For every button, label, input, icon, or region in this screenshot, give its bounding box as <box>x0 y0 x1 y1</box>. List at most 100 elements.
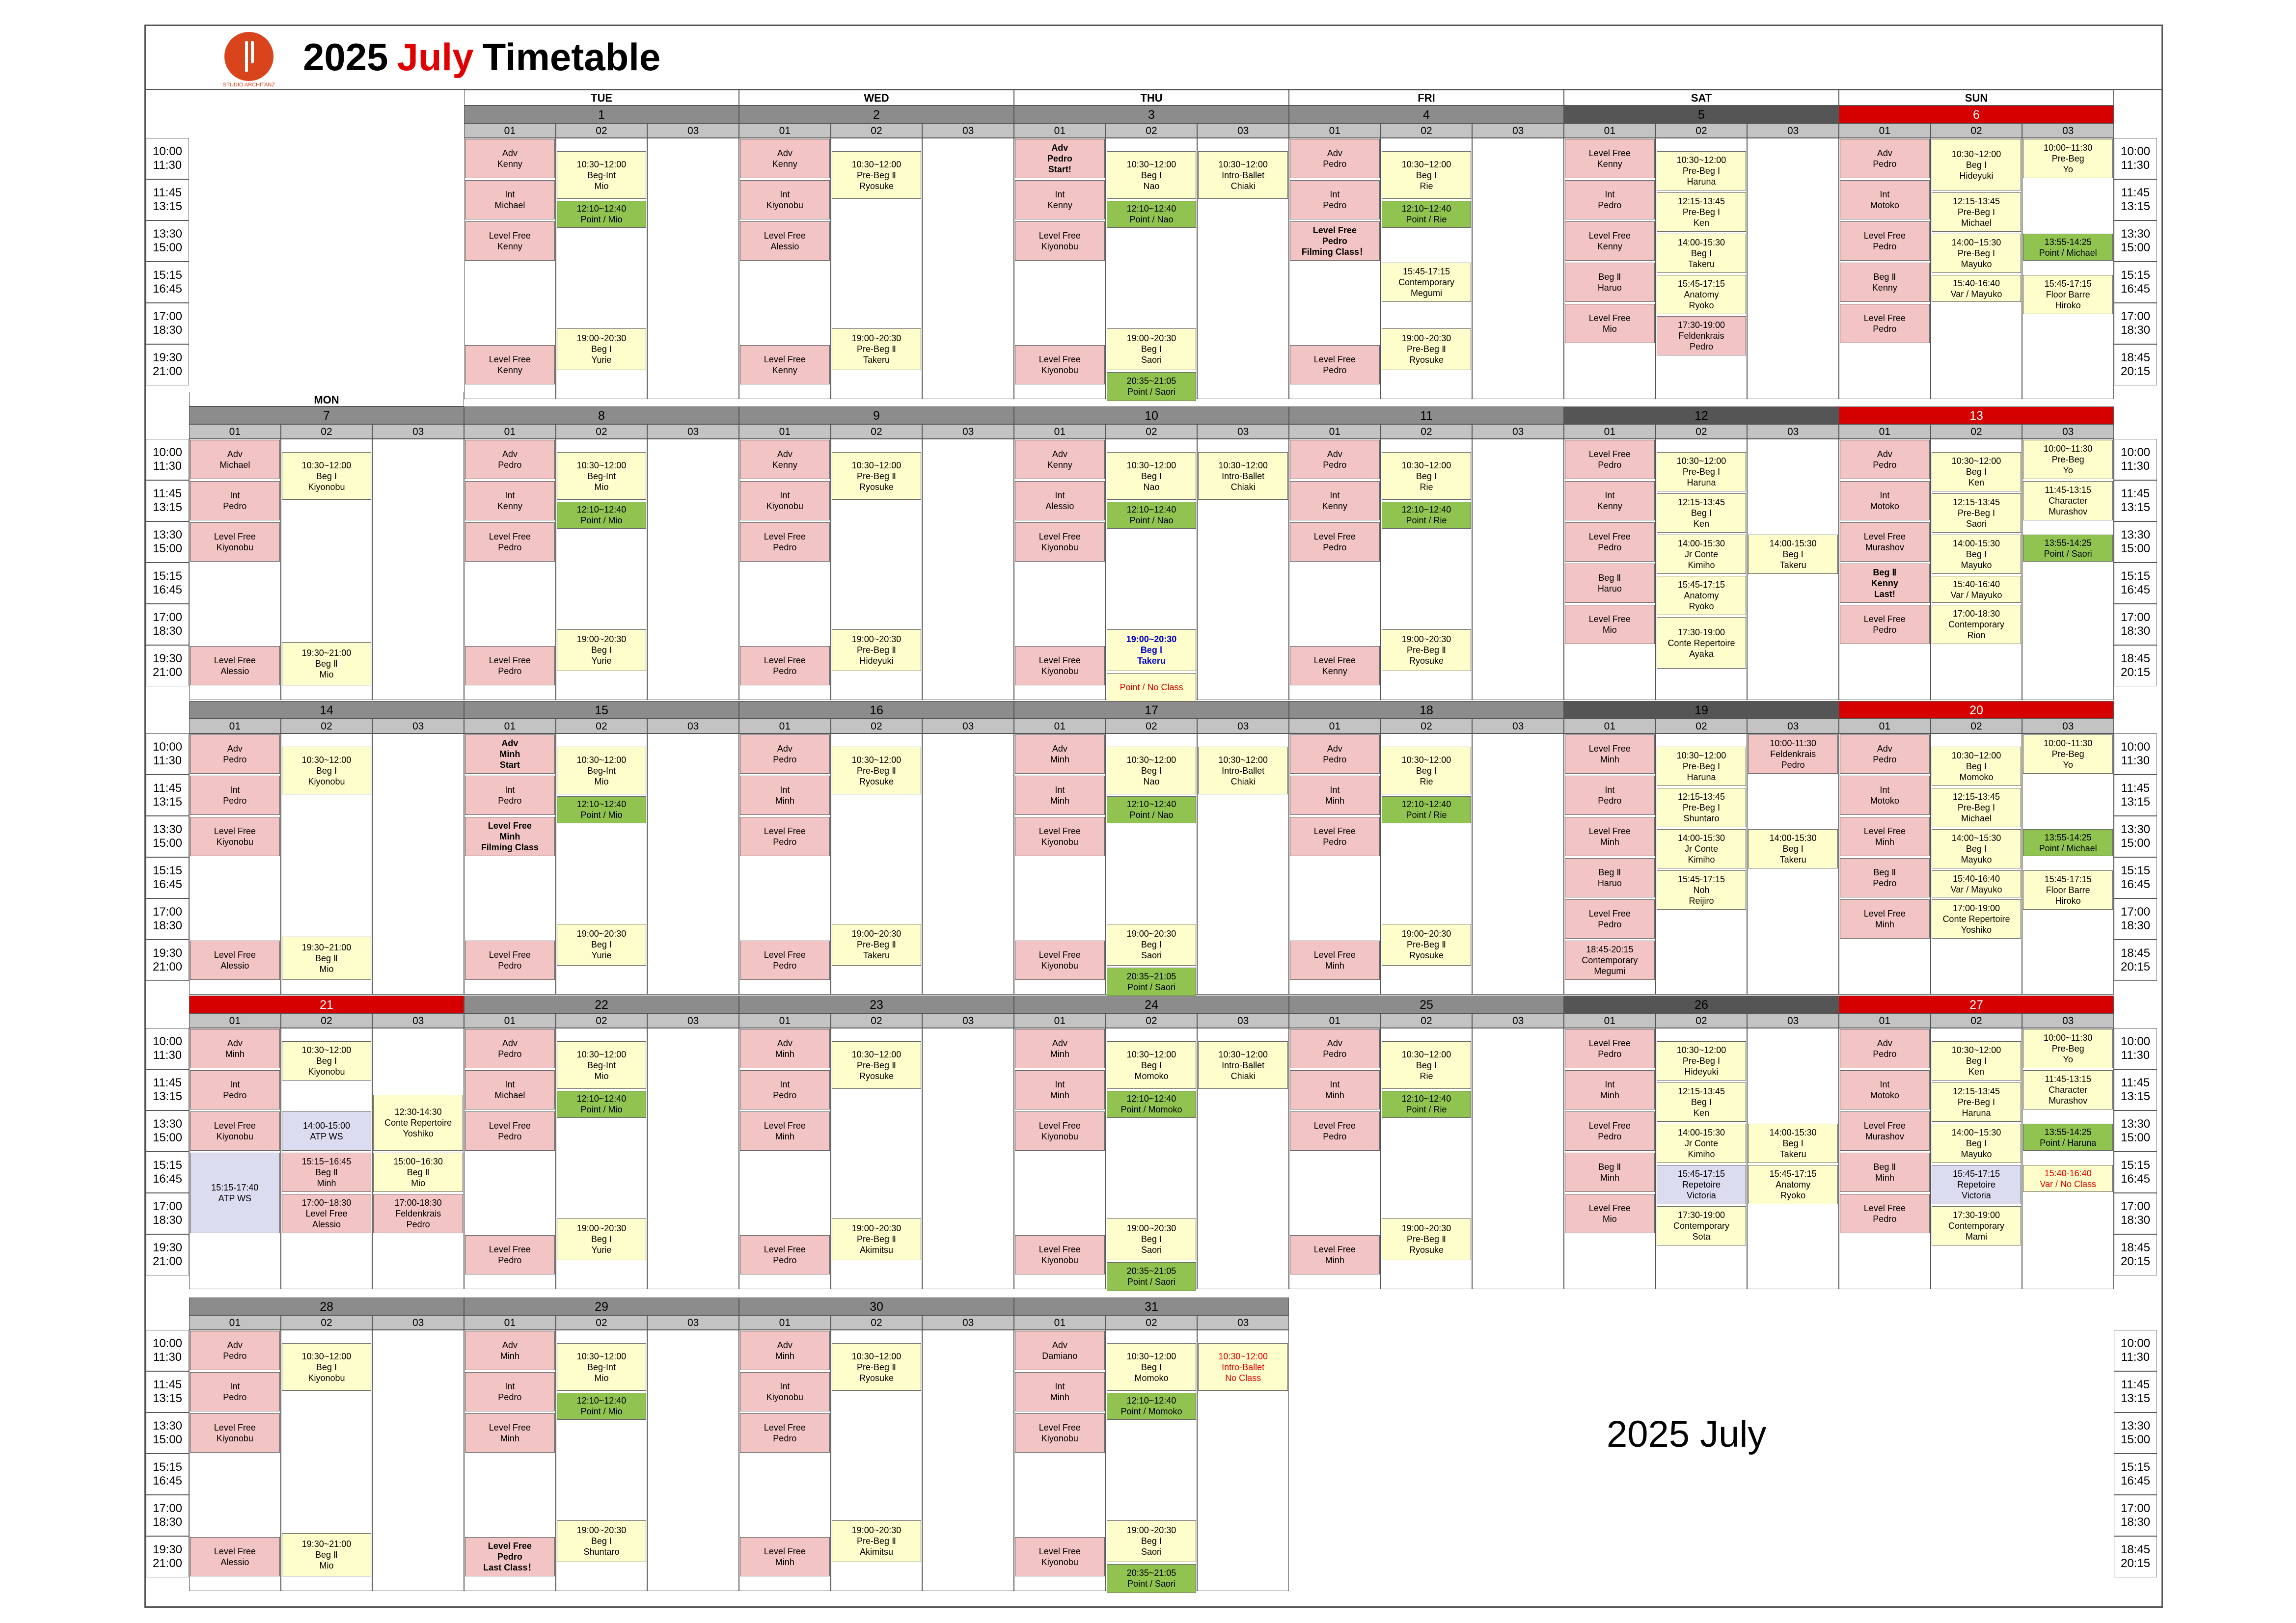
class-cell[interactable]: 17:00-18:30 Feldenkrais Pedro <box>373 1194 463 1233</box>
class-cell[interactable]: Adv Kenny <box>740 139 830 178</box>
class-cell[interactable]: Int Motoko <box>1840 776 1930 815</box>
class-cell[interactable]: Level Free Pedro <box>1840 605 1930 644</box>
class-cell[interactable]: 10:30~12:00 Beg Ⅰ Rie <box>1381 1041 1472 1089</box>
class-cell[interactable]: 20:35~21:05 Point / Saori <box>1106 372 1197 401</box>
class-cell[interactable]: Int Kenny <box>1015 180 1105 219</box>
class-cell[interactable]: 12:15-13:45 Pre-Beg Ⅰ Michael <box>1931 192 2022 232</box>
class-cell[interactable]: 18:45-20:15 Contemporary Megumi <box>1565 941 1655 980</box>
class-cell[interactable]: Int Pedro <box>190 1070 280 1109</box>
class-cell[interactable]: 10:30~12:00 Beg Ⅰ Nao <box>1106 151 1197 199</box>
class-cell[interactable]: 15:45-17:15 Repetoire Victoria <box>1931 1165 2022 1205</box>
class-cell[interactable]: Int Kiyonobu <box>740 481 830 520</box>
class-cell[interactable]: Level Free Pedro <box>465 1111 555 1151</box>
class-cell[interactable]: 10:30~12:00 Beg-Int Mio <box>556 1041 647 1089</box>
class-cell[interactable]: Int Minh <box>1015 776 1105 815</box>
class-cell[interactable]: Level Free Kiyonobu <box>1015 1235 1105 1274</box>
class-cell[interactable]: 17:30-19:00 Conte Repertoire Ayaka <box>1656 617 1747 669</box>
class-cell[interactable]: 10:00~11:30 Pre-Beg Yo <box>2023 734 2113 774</box>
class-cell[interactable]: Level Free Alessio <box>740 221 830 261</box>
class-cell[interactable]: Int Kenny <box>1565 481 1655 520</box>
class-cell[interactable]: 19:30~21:00 Beg Ⅱ Mio <box>281 1533 372 1576</box>
class-cell[interactable]: 11:45-13:15 Character Murashov <box>2023 1070 2113 1109</box>
class-cell[interactable]: Adv Pedro <box>1840 139 1930 178</box>
class-cell[interactable]: 10:30~12:00 Beg Ⅰ Momoko <box>1106 1343 1197 1391</box>
class-cell[interactable]: 14:00-15:30 Beg Ⅰ Mayuko <box>1931 535 2022 574</box>
class-cell[interactable]: 15:40-16:40 Var / Mayuko <box>1931 275 2022 302</box>
class-cell[interactable]: Int Minh <box>1290 1070 1380 1109</box>
class-cell[interactable]: 10:30~12:00 Beg Ⅰ Kiyonobu <box>281 747 372 794</box>
class-cell[interactable]: Level Free Kiyonobu <box>1015 817 1105 856</box>
class-cell[interactable]: 19:00~20:30 Beg Ⅰ Saori <box>1106 1218 1197 1260</box>
class-cell[interactable]: 12:10~12:40 Point / Rie <box>1381 502 1472 529</box>
class-cell[interactable]: Level Free Pedro <box>740 817 830 856</box>
class-cell[interactable]: 15:45-17:15 Repetoire Victoria <box>1656 1165 1747 1205</box>
class-cell[interactable]: 12:10~12:40 Point / Rie <box>1381 796 1472 823</box>
class-cell[interactable]: 19:30~21:00 Beg Ⅱ Mio <box>281 642 372 685</box>
class-cell[interactable]: 19:00~20:30 Beg Ⅰ Shuntaro <box>556 1520 647 1562</box>
class-cell[interactable]: Adv Kenny <box>465 139 555 178</box>
class-cell[interactable]: 10:30~12:00 Beg Ⅰ Rie <box>1381 452 1472 500</box>
class-cell[interactable]: Level Free Kenny <box>465 221 555 261</box>
class-cell[interactable]: 14:00-15:30 Jr Conte Kimiho <box>1656 535 1747 574</box>
class-cell[interactable]: 10:30~12:00 Beg Ⅰ Nao <box>1106 747 1197 794</box>
class-cell[interactable]: 10:30~12:00 Intro-Ballet Chiaki <box>1198 747 1288 794</box>
class-cell[interactable]: 15:45-17:15 Anatomy Ryoko <box>1656 576 1747 616</box>
class-cell[interactable]: Adv Minh <box>465 1331 555 1370</box>
class-cell[interactable]: 12:15-13:45 Pre-Beg Ⅰ Haruna <box>1931 1082 2022 1122</box>
class-cell[interactable]: 14:00-15:30 Beg Ⅰ Takeru <box>1748 535 1838 574</box>
class-cell[interactable]: 12:10~12:40 Point / Nao <box>1106 796 1197 823</box>
class-cell[interactable]: 14:00-15:30 Beg Ⅰ Takeru <box>1748 1124 1838 1163</box>
class-cell[interactable]: 10:30~12:00 Intro-Ballet No Class <box>1198 1343 1288 1391</box>
class-cell[interactable]: Level Free Minh <box>1565 734 1655 774</box>
class-cell[interactable]: Level Free Pedro <box>1840 304 1930 343</box>
class-cell[interactable]: 10:30~12:00 Beg-Int Mio <box>556 151 647 199</box>
class-cell[interactable]: 12:10~12:40 Point / Rie <box>1381 201 1472 228</box>
class-cell[interactable]: Level Free Pedro <box>740 1413 830 1453</box>
class-cell[interactable]: Level Free Minh <box>1840 817 1930 856</box>
class-cell[interactable]: Level Free Kenny <box>465 345 555 384</box>
class-cell[interactable]: Level Free Kiyonobu <box>190 817 280 856</box>
class-cell[interactable]: Level Free Pedro <box>465 941 555 980</box>
class-cell[interactable]: Level Free Kiyonobu <box>1015 646 1105 685</box>
class-cell[interactable]: Adv Michael <box>190 440 280 479</box>
class-cell[interactable]: 12:15-13:45 Pre-Beg Ⅰ Saori <box>1931 493 2022 533</box>
class-cell[interactable]: 10:30~12:00 Pre-Beg Ⅰ Hideyuki <box>1656 1041 1747 1081</box>
class-cell[interactable]: Adv Pedro <box>1290 440 1380 479</box>
class-cell[interactable]: 15:00~16:30 Beg Ⅱ Mio <box>373 1153 463 1192</box>
class-cell[interactable]: Int Minh <box>1565 1070 1655 1109</box>
class-cell[interactable]: Int Pedro <box>190 776 280 815</box>
class-cell[interactable]: Adv Pedro <box>1840 1029 1930 1068</box>
class-cell[interactable]: 10:00-11:30 Feldenkrais Pedro <box>1748 734 1838 774</box>
class-cell[interactable]: Level Free Mio <box>1565 304 1655 343</box>
class-cell[interactable]: 19:00~20:30 Beg Ⅰ Yurie <box>556 1218 647 1260</box>
class-cell[interactable]: 20:35~21:05 Point / Saori <box>1106 1564 1197 1593</box>
class-cell[interactable]: 15:45-17:15 Anatomy Ryoko <box>1748 1165 1838 1205</box>
class-cell[interactable]: 10:30~12:00 Pre-Beg Ⅱ Ryosuke <box>831 1343 922 1391</box>
class-cell[interactable]: 14:00~15:30 Pre-Beg Ⅰ Mayuko <box>1931 234 2022 273</box>
class-cell[interactable]: 15:40-16:40 Var / Mayuko <box>1931 576 2022 603</box>
class-cell[interactable]: 12:10~12:40 Point / Nao <box>1106 201 1197 228</box>
class-cell[interactable]: Adv Pedro Start! <box>1015 139 1105 178</box>
class-cell[interactable]: Level Free Pedro Last Class！ <box>465 1537 555 1576</box>
class-cell[interactable]: Level Free Kiyonobu <box>1015 345 1105 384</box>
class-cell[interactable]: 10:30~12:00 Beg-Int Mio <box>556 747 647 794</box>
class-cell[interactable]: 19:00~20:30 Pre-Beg Ⅱ Akimitsu <box>831 1520 922 1562</box>
class-cell[interactable]: Level Free Kenny <box>740 345 830 384</box>
class-cell[interactable]: 12:10~12:40 Point / Mio <box>556 502 647 529</box>
class-cell[interactable]: Level Free Kiyonobu <box>1015 1413 1105 1453</box>
class-cell[interactable]: Level Free Pedro <box>1290 345 1380 384</box>
class-cell[interactable]: 12:15-13:45 Pre-Beg Ⅰ Ken <box>1656 192 1747 232</box>
class-cell[interactable]: Adv Pedro <box>740 734 830 774</box>
class-cell[interactable]: Int Kiyonobu <box>740 180 830 219</box>
class-cell[interactable]: 14:00-15:30 Beg Ⅰ Takeru <box>1656 234 1747 273</box>
class-cell[interactable]: 10:30~12:00 Intro-Ballet Chiaki <box>1198 452 1288 500</box>
class-cell[interactable]: 15:15-17:40 ATP WS <box>190 1153 280 1233</box>
class-cell[interactable]: Level Free Pedro <box>465 646 555 685</box>
class-cell[interactable]: 12:10~12:40 Point / Nao <box>1106 502 1197 529</box>
class-cell[interactable]: Level Free Minh <box>1840 899 1930 939</box>
class-cell[interactable]: Int Minh <box>1015 1070 1105 1109</box>
class-cell[interactable]: Int Minh <box>1015 1372 1105 1411</box>
class-cell[interactable]: Level Free Pedro <box>465 522 555 562</box>
class-cell[interactable]: Level Free Pedro <box>465 1235 555 1274</box>
class-cell[interactable]: Beg Ⅱ Kenny <box>1840 263 1930 302</box>
